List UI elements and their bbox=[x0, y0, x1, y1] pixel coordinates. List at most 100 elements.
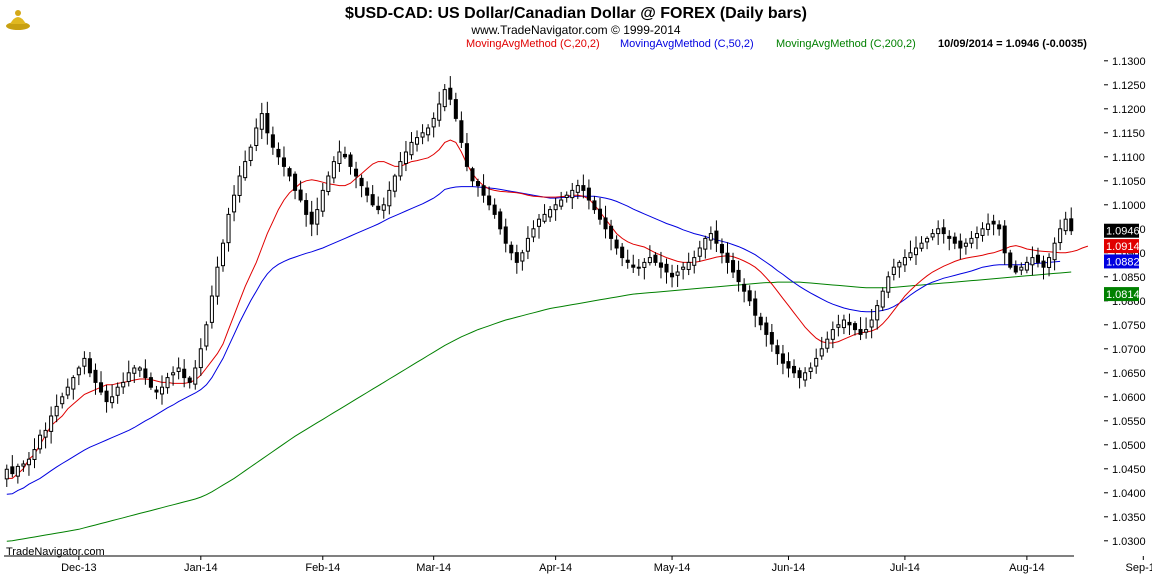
last-value-box bbox=[1104, 254, 1139, 269]
legend-ma50: MovingAvgMethod (C,50,2) bbox=[620, 38, 754, 50]
candle-body bbox=[254, 127, 259, 146]
candle-body bbox=[786, 361, 791, 369]
y-tick-label: 1.0850 bbox=[1112, 272, 1146, 284]
ma-line bbox=[6, 139, 1089, 479]
x-tick-label: Mar-14 bbox=[416, 562, 451, 574]
candle-body bbox=[26, 458, 31, 466]
candle-body bbox=[60, 396, 65, 405]
candle-body bbox=[1052, 242, 1057, 261]
candle-body bbox=[143, 368, 148, 379]
candle-body bbox=[697, 247, 702, 257]
candle-body bbox=[941, 227, 946, 235]
candle-body bbox=[10, 466, 15, 475]
candle-body bbox=[420, 132, 425, 138]
candle-body bbox=[753, 298, 758, 316]
candle-body bbox=[431, 117, 436, 128]
candle-body bbox=[1058, 228, 1063, 244]
candle-body bbox=[742, 283, 747, 292]
candle-body bbox=[126, 372, 131, 382]
candle-body bbox=[159, 386, 165, 395]
candle-body bbox=[930, 233, 935, 238]
candle-body bbox=[4, 468, 9, 480]
candle-body bbox=[830, 329, 835, 340]
candle-body bbox=[913, 247, 919, 256]
candle-body bbox=[54, 405, 59, 417]
candle-body bbox=[392, 175, 397, 192]
candle-body bbox=[819, 348, 824, 357]
candle-body bbox=[204, 324, 209, 347]
candle-body bbox=[686, 261, 691, 270]
candle-body bbox=[775, 345, 780, 355]
candle-body bbox=[525, 237, 530, 252]
y-tick-label: 1.0300 bbox=[1112, 536, 1146, 548]
y-tick-label: 1.0550 bbox=[1112, 416, 1146, 428]
candle-body bbox=[780, 353, 785, 364]
candle-body bbox=[836, 324, 841, 328]
x-tick-label: Jan-14 bbox=[184, 562, 218, 574]
x-tick-label: Sep-14 bbox=[1126, 562, 1152, 574]
candle-body bbox=[248, 146, 253, 161]
candle-body bbox=[93, 369, 98, 383]
candle-body bbox=[475, 181, 481, 187]
candle-body bbox=[620, 246, 625, 259]
x-tick-label: Feb-14 bbox=[305, 562, 340, 574]
candle-body bbox=[121, 381, 126, 388]
candle-body bbox=[792, 365, 797, 374]
candle-body bbox=[448, 87, 453, 100]
candle-body bbox=[592, 200, 597, 211]
candle-body bbox=[470, 168, 475, 182]
candle-body bbox=[614, 239, 619, 249]
candle-body bbox=[908, 252, 913, 259]
candle-body bbox=[21, 463, 26, 467]
candle-body bbox=[320, 189, 325, 212]
candle-body bbox=[897, 261, 902, 268]
y-tick-label: 1.0750 bbox=[1112, 320, 1146, 332]
candle-body bbox=[670, 272, 675, 278]
candle-body bbox=[409, 141, 414, 156]
candle-body bbox=[298, 189, 303, 201]
candle-body bbox=[492, 204, 497, 215]
candle-body bbox=[76, 367, 81, 376]
candle-body bbox=[359, 177, 364, 187]
candle-body bbox=[49, 415, 54, 432]
candle-body bbox=[886, 276, 891, 293]
candle-body bbox=[487, 195, 492, 206]
candle-body bbox=[354, 168, 359, 177]
candle-body bbox=[891, 266, 896, 275]
candle-body bbox=[586, 187, 591, 201]
candle-body bbox=[98, 382, 104, 393]
candle-body bbox=[531, 228, 536, 238]
candle-body bbox=[232, 194, 237, 213]
candle-body bbox=[270, 134, 275, 148]
candle-body bbox=[287, 168, 292, 177]
candle-body bbox=[1035, 254, 1040, 263]
candle-body bbox=[880, 290, 885, 308]
candle-body bbox=[326, 175, 331, 192]
watermark: TradeNavigator.com bbox=[6, 546, 105, 558]
candle-body bbox=[82, 357, 87, 367]
candle-body bbox=[276, 148, 281, 158]
candle-body bbox=[381, 204, 386, 211]
candle-body bbox=[719, 244, 724, 254]
legend-ma200: MovingAvgMethod (C,200,2) bbox=[776, 38, 916, 50]
candle-body bbox=[636, 266, 641, 269]
y-tick-label: 1.0500 bbox=[1112, 440, 1146, 452]
candle-body bbox=[137, 367, 142, 371]
candle-body bbox=[182, 368, 187, 379]
candle-body bbox=[725, 252, 730, 263]
candle-body bbox=[936, 228, 941, 235]
candle-body bbox=[215, 266, 220, 297]
last-value-label: 1.0882 bbox=[1106, 256, 1140, 268]
candle-body bbox=[348, 154, 353, 167]
candle-body bbox=[664, 263, 669, 273]
candle-body bbox=[769, 332, 774, 345]
candle-body bbox=[220, 242, 226, 267]
candle-body bbox=[43, 429, 48, 438]
y-tick-label: 1.1150 bbox=[1112, 128, 1145, 140]
ma-line bbox=[6, 271, 1072, 542]
candle-body bbox=[864, 329, 869, 333]
y-tick-label: 1.1000 bbox=[1112, 200, 1146, 212]
candle-body bbox=[265, 113, 270, 134]
axes: 1.1300 1.1250 1.1200 1.1150 1.1100 1.1050 1.10… bbox=[4, 56, 1152, 574]
